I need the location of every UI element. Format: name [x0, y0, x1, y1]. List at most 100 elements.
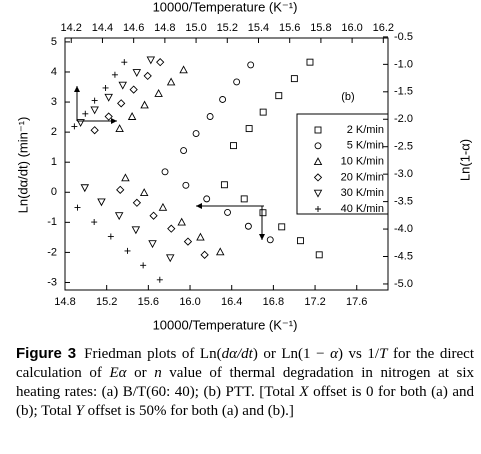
point — [121, 173, 130, 182]
point — [91, 219, 98, 226]
point — [118, 81, 127, 90]
figure-caption: Figure 3 Friedman plots of Ln(dα/dt) or L… — [16, 344, 474, 421]
point — [129, 85, 138, 94]
point — [278, 223, 286, 231]
point — [290, 75, 298, 83]
x2-tick-label: 15.2 — [217, 22, 238, 34]
y-tick-label: 2 — [51, 126, 57, 138]
caption-text: Eα — [109, 365, 127, 381]
y-tick-label: 1 — [51, 156, 57, 168]
x2-tick-label: 15.6 — [279, 22, 300, 34]
caption-text: value of thermal degradation in nitrogen… — [16, 365, 475, 400]
point — [140, 262, 147, 269]
point — [76, 119, 85, 127]
point — [117, 99, 126, 108]
point — [91, 97, 98, 104]
point — [156, 276, 163, 283]
point — [259, 108, 267, 116]
legend-marker — [314, 126, 322, 134]
y-tick-label: -2 — [47, 246, 57, 258]
point — [104, 93, 113, 102]
x-tick-label: 15.2 — [96, 296, 117, 308]
point — [266, 236, 274, 244]
point — [158, 202, 168, 211]
point — [247, 61, 255, 69]
point — [131, 226, 141, 235]
y2-tick-label: -2.0 — [394, 113, 413, 125]
point — [206, 113, 214, 120]
point — [80, 184, 90, 193]
x-tick-label: 16.0 — [179, 296, 200, 308]
point — [245, 125, 253, 133]
caption-text: α — [330, 346, 338, 362]
caption-label: Figure 3 — [16, 345, 77, 362]
caption-text: ) or Ln(1 − — [252, 346, 331, 362]
x-tick-label: 16.4 — [221, 296, 242, 308]
caption-text: Friedman plots of Ln( — [84, 346, 222, 362]
legend-label: 5 K/min — [347, 140, 384, 152]
top-axis-title: 10000/Temperature (K⁻¹) — [153, 0, 298, 14]
point — [161, 168, 169, 176]
point — [111, 71, 118, 78]
point — [139, 188, 149, 197]
x2-tick-label: 16.0 — [341, 22, 362, 34]
point — [200, 250, 209, 259]
point — [220, 181, 228, 189]
point — [244, 222, 252, 230]
y2-tick-label: -2.5 — [394, 141, 413, 153]
y-tick-label: 4 — [51, 66, 57, 78]
y-tick-label: 0 — [51, 186, 57, 198]
point — [196, 232, 205, 241]
point — [90, 126, 99, 135]
point — [97, 198, 106, 207]
point — [107, 233, 114, 240]
y-tick-label: 5 — [51, 36, 57, 48]
chart: 10000/Temperature (K⁻¹) 10000/Temperatur… — [15, 0, 472, 332]
y2-tick-label: -3.5 — [394, 196, 413, 208]
point — [156, 58, 165, 67]
point — [224, 208, 231, 216]
point — [121, 59, 128, 66]
point — [215, 247, 225, 256]
point — [102, 84, 109, 91]
point — [127, 112, 137, 120]
x-tick-label: 17.2 — [304, 296, 325, 308]
point — [74, 204, 81, 211]
caption-text: Y — [75, 403, 84, 419]
legend-label: 30 K/min — [341, 187, 384, 199]
point — [146, 56, 156, 65]
y2-tick-label: -1.0 — [394, 58, 413, 70]
axis-arrows — [74, 86, 265, 240]
x-tick-label: 14.8 — [54, 296, 75, 308]
x2-tick-label: 15.8 — [310, 22, 331, 34]
x-axis-title: 10000/Temperature (K⁻¹) — [153, 317, 298, 332]
legend-marker — [313, 173, 323, 182]
x2-tick-label: 16.2 — [373, 22, 394, 34]
y-tick-label: -3 — [47, 276, 57, 288]
point — [315, 251, 323, 259]
point — [143, 71, 152, 81]
caption-text: ) vs 1/ — [337, 346, 380, 362]
x-tick-label: 16.8 — [263, 296, 284, 308]
point — [154, 89, 163, 97]
y2-axis-title: Ln(1-α) — [457, 139, 472, 181]
x2-tick-label: 15.4 — [248, 22, 269, 34]
legend-marker — [313, 189, 323, 198]
point — [203, 195, 211, 203]
legend-marker — [315, 206, 321, 212]
caption-text: X — [299, 384, 309, 400]
legend-marker — [313, 157, 323, 166]
legend-label: 20 K/min — [341, 171, 384, 183]
y2-tick-label: -0.5 — [394, 31, 413, 43]
caption-text: offset is 0 for both (a) and (b); Total — [16, 384, 474, 419]
point — [177, 217, 186, 226]
legend-box — [296, 113, 389, 215]
y-tick-label: -1 — [47, 216, 57, 228]
point — [90, 106, 99, 115]
point — [275, 92, 283, 100]
caption-text: for the direct calculation of — [16, 346, 474, 381]
y-axis-title: Ln(dα/dt) (min⁻¹) — [15, 117, 30, 214]
point — [140, 100, 149, 109]
legend-label: 2 K/min — [347, 124, 384, 136]
